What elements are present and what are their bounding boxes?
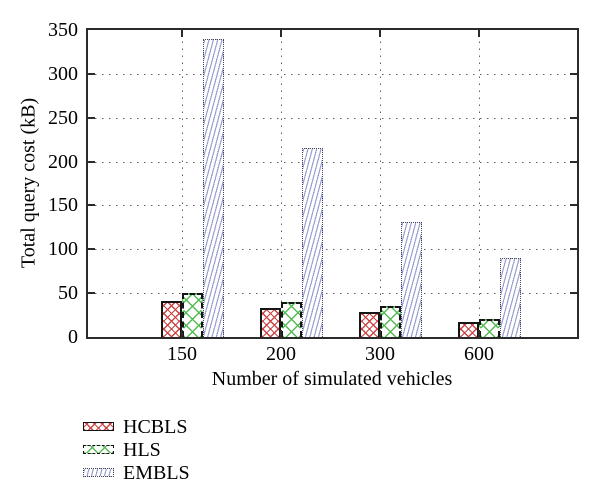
bar-hcbls-150 [161,301,182,337]
tick-left-300 [88,72,95,75]
tick-top-200 [280,30,282,37]
legend-swatch-embls [83,468,114,477]
bar-embls-600 [500,258,521,337]
bar-embls-300 [401,222,422,337]
tick-left-150 [88,204,95,207]
tick-right-200 [570,160,577,163]
legend-item-hls: HLS [83,438,190,461]
gridline-h-200 [88,161,577,163]
bar-hls-300 [380,306,401,337]
bar-hcbls-600 [458,322,479,337]
tick-right-50 [570,292,577,295]
legend: HCBLS HLS EMBLS [83,415,190,484]
x-axis-title: Number of simulated vehicles [211,368,453,390]
plot-area [86,28,579,339]
tick-right-100 [570,248,577,251]
gridline-h-150 [88,205,577,207]
tick-left-250 [88,116,95,119]
bar-hcbls-300 [359,312,380,337]
bar-hls-150 [182,293,203,337]
gridline-h-300 [88,73,577,75]
x-tick-label-600: 600 [464,343,494,365]
tick-top-300 [379,30,381,37]
tick-bottom-150 [181,330,183,337]
x-tick-label-150: 150 [167,343,197,365]
tick-right-150 [570,204,577,207]
gridline-h-50 [88,293,577,295]
tick-top-150 [181,30,183,37]
y-tick-label-150: 150 [48,194,78,217]
x-tick-label-200: 200 [266,343,296,365]
gridline-v-600 [479,30,480,337]
bar-embls-150 [203,38,224,337]
tick-left-50 [88,292,95,295]
y-tick-label-50: 50 [58,282,78,305]
tick-bottom-300 [379,330,381,337]
bar-hcbls-200 [260,308,281,337]
y-tick-label-250: 250 [48,106,78,129]
legend-swatch-hcbls [83,422,114,431]
y-tick-label-300: 300 [48,62,78,85]
y-tick-label-100: 100 [48,238,78,261]
y-tick-label-350: 350 [48,19,78,41]
gridline-v-300 [380,30,381,337]
tick-top-600 [478,30,480,37]
tick-left-100 [88,248,95,251]
gridline-h-100 [88,249,577,251]
gridline-v-150 [182,30,183,337]
tick-right-300 [570,72,577,75]
tick-bottom-200 [280,330,282,337]
legend-label-embls: EMBLS [123,461,190,484]
tick-right-250 [570,116,577,119]
legend-label-hcbls: HCBLS [123,415,188,438]
bar-embls-200 [302,147,323,337]
bar-hls-600 [479,319,500,337]
legend-swatch-hls [83,445,114,454]
tick-bottom-600 [478,330,480,337]
y-tick-label-0: 0 [68,326,78,348]
y-tick-label-200: 200 [48,150,78,173]
legend-item-hcbls: HCBLS [83,415,190,438]
x-tick-label-300: 300 [365,343,395,365]
legend-item-embls: EMBLS [83,461,190,484]
gridline-h-250 [88,117,577,119]
gridline-v-200 [281,30,282,337]
tick-left-200 [88,160,95,163]
bar-hls-200 [281,301,302,337]
legend-label-hls: HLS [123,438,161,461]
